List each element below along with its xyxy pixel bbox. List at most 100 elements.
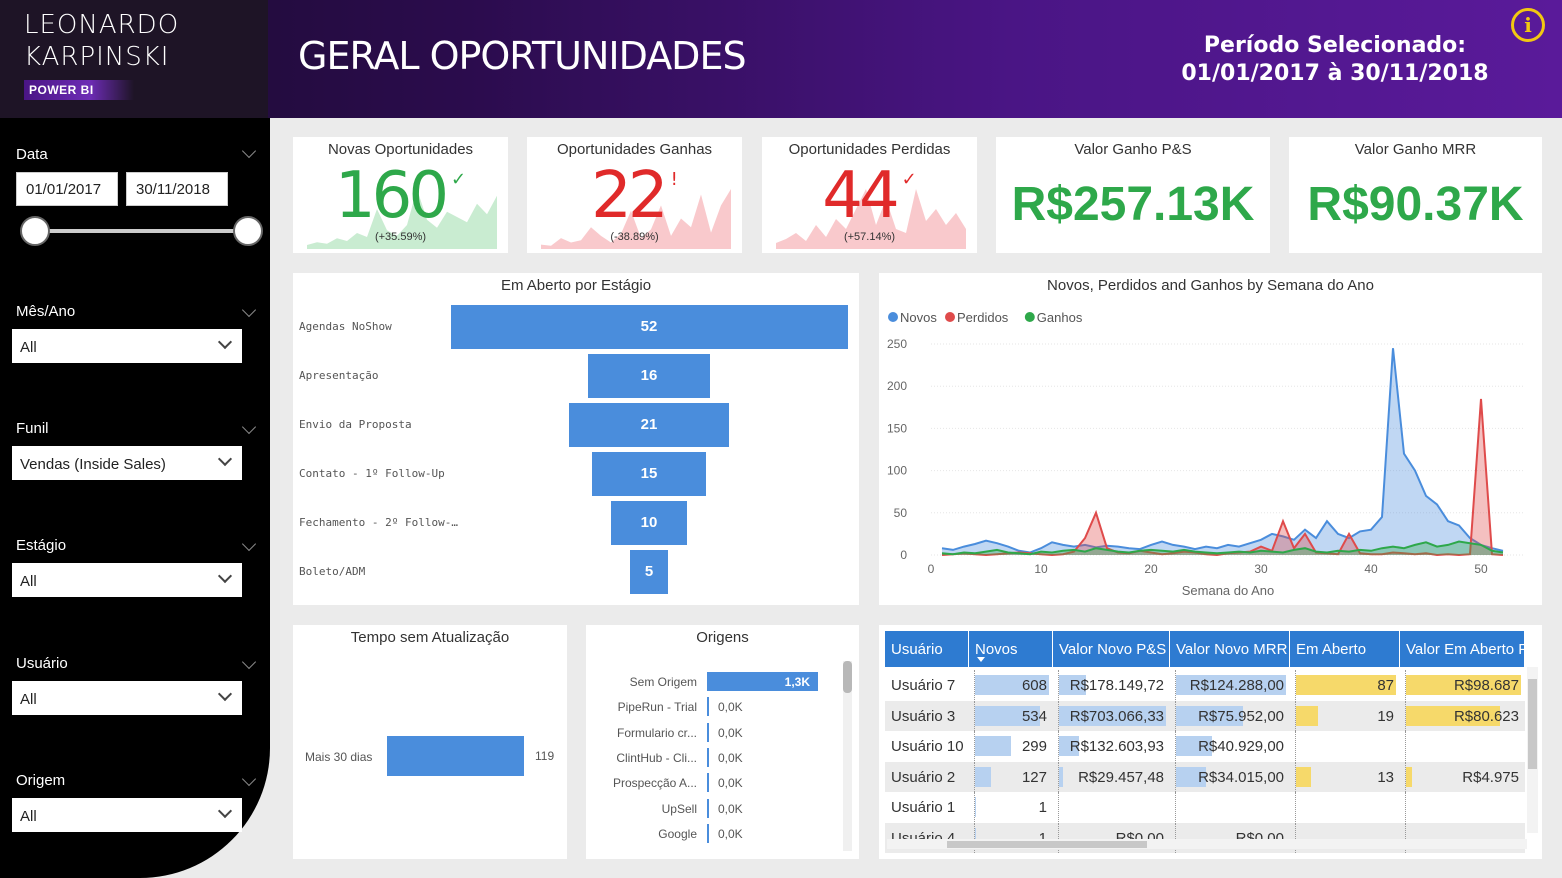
cell-divider [1405,670,1406,700]
cell-divider [1175,792,1176,822]
cell-vaberto [1400,792,1519,822]
info-icon[interactable]: i [1511,8,1545,42]
table-hscroll-thumb[interactable] [947,841,1147,848]
date-slider-end-handle[interactable] [233,216,263,246]
series-line-ganhos[interactable] [941,540,1504,556]
table-vscroll-thumb[interactable] [1528,679,1537,769]
funnel-bar[interactable]: 10 [610,501,688,545]
cell-novos: 534 [1021,707,1047,725]
funnel-bar[interactable]: 21 [568,403,730,447]
cell-data-bar [975,705,1041,726]
series-area-novos [942,348,1503,555]
logo-line-2: KARPINSKI [24,42,170,72]
date-start-input[interactable]: 01/01/2017 [16,172,118,206]
kpi-number: 160 [334,159,449,233]
origem-value: 0,0K [718,801,743,816]
origem-bar[interactable] [707,672,818,691]
dropdown-funil[interactable]: Vendas (Inside Sales) [12,446,242,480]
table-row[interactable]: Usuário 1 1 [885,792,1525,822]
funnel-title: Em Aberto por Estágio [500,277,652,294]
origem-bar[interactable] [707,722,709,742]
sparkline-area [541,189,731,249]
origem-bar[interactable] [707,773,709,793]
column-header[interactable]: Valor Em Aberto P&S [1400,631,1525,667]
chevron-down-icon[interactable] [241,654,257,670]
x-tick-label: 10 [1034,562,1048,576]
cell-data-bar [975,675,1049,695]
filter-label-data: Data [16,146,48,163]
dropdown-usuario[interactable]: All [12,681,242,715]
table-row[interactable]: Usuário 2 127 R$29.457,48 R$34.015,00 13 R$4.… [885,761,1525,792]
tempo-bar[interactable] [387,736,524,776]
column-header[interactable]: Valor Novo P&S [1053,631,1170,667]
kpi-title: Oportunidades Perdidas [788,141,951,158]
tempo-value: 119 [535,749,555,763]
cell-divider [1295,700,1296,731]
date-slider-track[interactable] [34,229,248,233]
cell-divider [1405,700,1406,731]
chevron-down-icon[interactable] [241,419,257,435]
origem-label: ClintHub - Cli... [616,750,697,765]
column-header[interactable]: Usuário [885,631,969,667]
series-line-novos[interactable] [941,348,1504,554]
origem-bar[interactable] [707,747,709,767]
origem-bar[interactable] [707,697,709,717]
kpi-title: Oportunidades Ganhas [556,141,713,158]
cell-divider [1058,792,1059,822]
origens-scroll-thumb[interactable] [843,661,852,693]
origens-scrollbar[interactable] [843,661,852,851]
x-tick-label: 30 [1254,562,1268,576]
kpi-title: Valor Ganho MRR [1354,141,1477,158]
funnel-bar[interactable]: 15 [591,452,707,496]
funnel-bar[interactable]: 16 [587,354,711,398]
table-hscroll[interactable] [887,839,1527,849]
dropdown-value: All [20,691,37,708]
funnel-stage-label: Envio da Proposta [299,418,412,431]
column-header[interactable]: Em Aberto [1290,631,1400,667]
origem-value: 1,3K [784,675,810,689]
cell-aberto [1290,792,1394,822]
column-header[interactable]: Valor Novo MRR [1170,631,1290,667]
cell-ps: R$29.457,48 [1078,768,1164,786]
chevron-down-icon[interactable] [241,771,257,787]
origens-title: Origens [696,629,749,646]
cell-divider [1175,822,1176,853]
date-slider-start-handle[interactable] [20,216,50,246]
cell-divider [1295,731,1296,761]
column-header[interactable]: Novos [969,631,1053,667]
y-tick-label: 100 [887,464,907,478]
table-row[interactable]: Usuário 10 299 R$132.603,93 R$40.929,00 [885,731,1525,761]
table-row[interactable]: Usuário 3 534 R$703.066,33 R$75.952,00 19 R$8… [885,700,1525,731]
date-end-input[interactable]: 30/11/2018 [126,172,228,206]
origem-bar[interactable] [707,823,709,843]
origem-bar[interactable] [707,798,709,818]
cell-mrr: R$75.952,00 [1198,707,1284,725]
legend-item[interactable]: Novos [900,310,937,325]
legend-item[interactable]: Ganhos [1037,310,1083,325]
table-row[interactable]: Usuário 7 608 R$178.149,72 R$124.288,00 87 R$… [885,670,1525,700]
funnel-bar[interactable]: 5 [629,550,669,594]
cell-divider [1058,731,1059,761]
cell-divider [1405,761,1406,792]
tempo-title: Tempo sem Atualização [350,629,510,646]
legend-item[interactable]: Perdidos [957,310,1009,325]
logo-badge: POWER BI [24,80,134,100]
chevron-down-icon [217,451,233,467]
weekly-area-chart[interactable]: 0 50 100 150 200 250 0 10 20 30 40 50 Semana do Ano N… [879,273,1542,605]
cell-divider [1405,731,1406,761]
dropdown-origem[interactable]: All [12,798,242,832]
cell-divider [1295,761,1296,792]
filter-label-mes-ano: Mês/Ano [16,303,76,320]
dropdown-estagio[interactable]: All [12,563,242,597]
kpi-title: Novas Oportunidades [327,141,474,158]
table-vscroll[interactable] [1527,667,1538,833]
cell-divider [1295,670,1296,700]
chevron-down-icon[interactable] [241,302,257,318]
cell-mrr [1170,792,1284,822]
chevron-down-icon[interactable] [241,536,257,552]
filter-label-origem: Origem [16,772,66,789]
funnel-bar[interactable]: 52 [450,305,848,349]
dropdown-mes-ano[interactable]: All [12,329,242,363]
origem-label: Prospecção A... [612,776,697,791]
chevron-down-icon[interactable] [241,143,257,159]
